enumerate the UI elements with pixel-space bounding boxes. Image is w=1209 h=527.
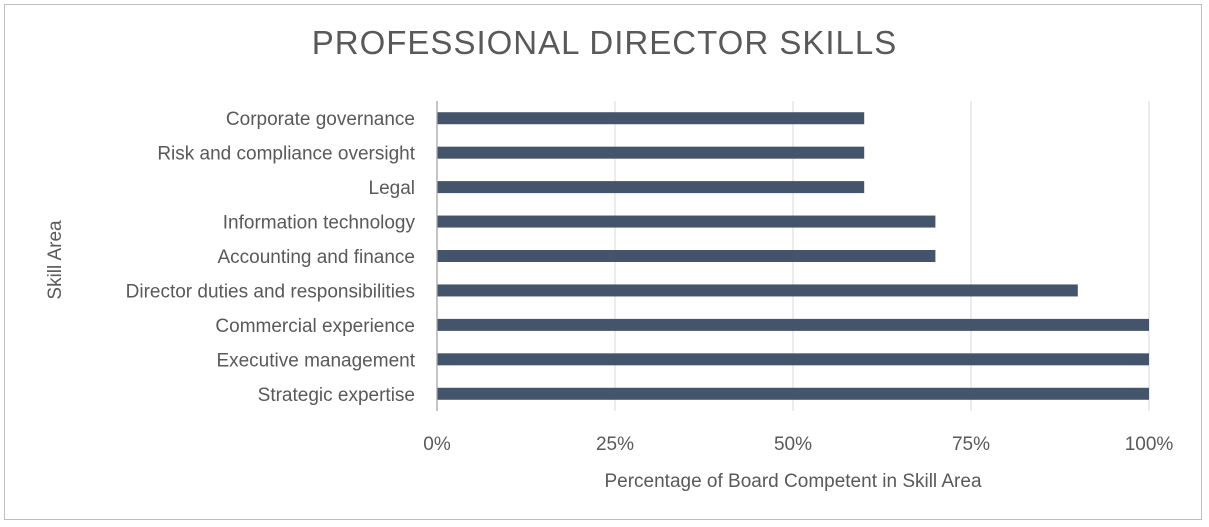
category-label: Corporate governance xyxy=(226,109,415,130)
x-tick-labels: 0% 25% 50% 75% 100% xyxy=(423,434,1173,455)
bar xyxy=(437,181,865,194)
bar xyxy=(437,215,936,228)
x-tick-label: 75% xyxy=(952,434,990,455)
bar xyxy=(437,112,865,125)
x-tick-label: 25% xyxy=(596,434,634,455)
x-axis-title: Percentage of Board Competent in Skill A… xyxy=(604,471,981,492)
x-tick-label: 0% xyxy=(423,434,451,455)
y-axis-title: Skill Area xyxy=(45,220,66,300)
category-label: Information technology xyxy=(223,213,416,234)
x-tick-label: 100% xyxy=(1125,434,1174,455)
category-label: Strategic expertise xyxy=(258,385,415,406)
category-label: Director duties and responsibilities xyxy=(126,281,415,302)
category-label: Executive management xyxy=(216,350,415,371)
bar xyxy=(437,353,1149,366)
bar xyxy=(437,318,1149,331)
category-labels: Corporate governance Risk and compliance … xyxy=(126,109,416,406)
bar xyxy=(437,387,1149,400)
chart-title: PROFESSIONAL DIRECTOR SKILLS xyxy=(311,24,898,61)
category-label: Risk and compliance oversight xyxy=(157,144,415,165)
category-label: Legal xyxy=(369,178,416,199)
bar xyxy=(437,146,865,159)
x-tick-label: 50% xyxy=(774,434,812,455)
bar xyxy=(437,250,936,262)
category-label: Accounting and finance xyxy=(217,247,415,268)
category-label: Commercial experience xyxy=(215,316,415,337)
bar xyxy=(437,284,1078,297)
bars xyxy=(437,112,1149,400)
